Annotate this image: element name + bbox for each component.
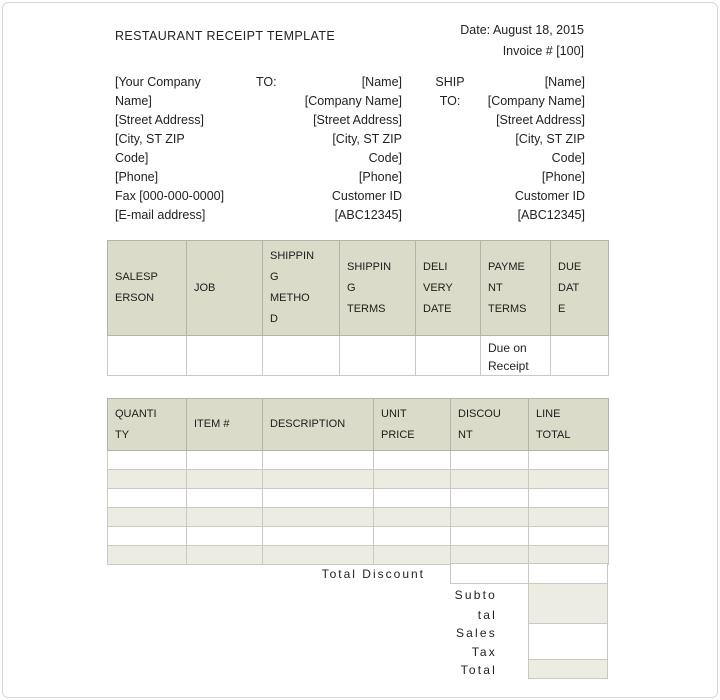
- bill-to-address-block: [Name] [Company Name] [Street Address] […: [304, 75, 402, 222]
- item-cell[interactable]: [107, 526, 187, 546]
- due-date-cell[interactable]: [550, 335, 609, 376]
- column-header-description: DESCRIPTION: [262, 398, 374, 451]
- item-cell[interactable]: [107, 450, 187, 470]
- item-cell[interactable]: [186, 469, 263, 489]
- item-cell[interactable]: [373, 450, 451, 470]
- column-header-item-number: ITEM #: [186, 398, 263, 451]
- subtotal-value-cell[interactable]: [528, 583, 608, 624]
- total-value-cell[interactable]: [528, 659, 608, 679]
- ship-to-label: SHIP TO:: [435, 75, 465, 108]
- item-cell[interactable]: [186, 545, 263, 565]
- subtotal-label: Subto tal: [454, 588, 497, 622]
- item-cell[interactable]: [373, 526, 451, 546]
- item-cell[interactable]: [373, 545, 451, 565]
- item-cell[interactable]: [373, 488, 451, 508]
- item-row: [107, 526, 609, 546]
- total-discount-line-total-cell[interactable]: [528, 563, 608, 584]
- invoice-number-line: Invoice # [100]: [502, 44, 584, 58]
- item-cell[interactable]: [528, 507, 609, 527]
- item-row: [107, 545, 609, 565]
- column-header-discount: DISCOU NT: [450, 398, 529, 451]
- item-cell[interactable]: [262, 526, 374, 546]
- item-cell[interactable]: [373, 507, 451, 527]
- sales-tax-label: Sales Tax: [455, 626, 497, 659]
- item-cell[interactable]: [262, 545, 374, 565]
- column-header-job: JOB: [186, 240, 263, 336]
- total-label: Total: [460, 663, 497, 677]
- item-cell[interactable]: [262, 507, 374, 527]
- item-cell[interactable]: [373, 469, 451, 489]
- item-cell[interactable]: [186, 507, 263, 527]
- item-row: [107, 507, 609, 527]
- item-row: [107, 488, 609, 508]
- item-row: [107, 469, 609, 489]
- total-discount-value-cell[interactable]: [450, 563, 529, 584]
- sales-tax-value-cell[interactable]: [528, 623, 608, 660]
- items-header-row: QUANTI TY ITEM # DESCRIPTION UNIT PRICE …: [107, 398, 609, 451]
- column-header-payment-terms: PAYME NT TERMS: [480, 240, 551, 336]
- column-header-unit-price: UNIT PRICE: [373, 398, 451, 451]
- payment-terms-cell[interactable]: Due on Receipt: [480, 335, 551, 376]
- invoice-meta-block: Date: August 18, 2015 Invoice # [100]: [460, 20, 584, 62]
- delivery-date-cell[interactable]: [415, 335, 481, 376]
- item-cell[interactable]: [186, 526, 263, 546]
- order-info-data-row: Due on Receipt: [107, 335, 609, 376]
- item-row: [107, 450, 609, 470]
- item-cell[interactable]: [450, 469, 529, 489]
- item-cell[interactable]: [186, 450, 263, 470]
- item-cell[interactable]: [450, 507, 529, 527]
- bill-to-label: TO:: [256, 75, 277, 89]
- shipping-method-cell[interactable]: [262, 335, 340, 376]
- item-cell[interactable]: [262, 488, 374, 508]
- item-cell[interactable]: [107, 545, 187, 565]
- column-header-shipping-method: SHIPPIN G METHO D: [262, 240, 340, 336]
- item-cell[interactable]: [450, 488, 529, 508]
- column-header-delivery-date: DELI VERY DATE: [415, 240, 481, 336]
- total-discount-label: Total Discount: [321, 567, 425, 581]
- item-cell[interactable]: [528, 488, 609, 508]
- order-info-header-row: SALESP ERSON JOB SHIPPIN G METHO D SHIPP…: [107, 240, 609, 336]
- item-cell[interactable]: [186, 488, 263, 508]
- item-cell[interactable]: [450, 545, 529, 565]
- item-cell[interactable]: [107, 469, 187, 489]
- shipping-terms-cell[interactable]: [339, 335, 416, 376]
- item-cell[interactable]: [262, 450, 374, 470]
- job-cell[interactable]: [186, 335, 263, 376]
- item-cell[interactable]: [450, 450, 529, 470]
- date-line: Date: August 18, 2015: [460, 23, 584, 37]
- item-cell[interactable]: [528, 526, 609, 546]
- company-address-block: [Your Company Name] [Street Address] [Ci…: [115, 75, 225, 222]
- column-header-line-total: LINE TOTAL: [528, 398, 609, 451]
- ship-to-address-block: [Name] [Company Name] [Street Address] […: [487, 75, 585, 222]
- column-header-quantity: QUANTI TY: [107, 398, 187, 451]
- item-cell[interactable]: [107, 507, 187, 527]
- column-header-salesperson: SALESP ERSON: [107, 240, 187, 336]
- salesperson-cell[interactable]: [107, 335, 187, 376]
- items-table: QUANTI TY ITEM # DESCRIPTION UNIT PRICE …: [107, 398, 609, 565]
- item-cell[interactable]: [262, 469, 374, 489]
- item-cell[interactable]: [450, 526, 529, 546]
- item-cell[interactable]: [528, 450, 609, 470]
- column-header-shipping-terms: SHIPPIN G TERMS: [339, 240, 416, 336]
- column-header-due-date: DUE DAT E: [550, 240, 609, 336]
- page-title: RESTAURANT RECEIPT TEMPLATE: [115, 29, 336, 43]
- item-cell[interactable]: [528, 469, 609, 489]
- order-info-table: SALESP ERSON JOB SHIPPIN G METHO D SHIPP…: [107, 240, 609, 376]
- item-cell[interactable]: [528, 545, 609, 565]
- item-cell[interactable]: [107, 488, 187, 508]
